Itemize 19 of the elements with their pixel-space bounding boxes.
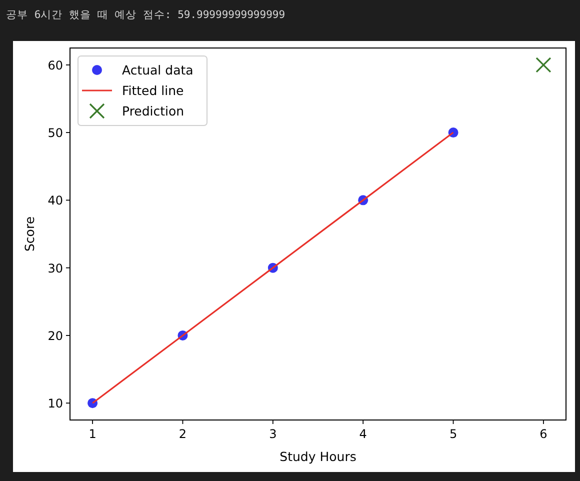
y-tick-label: 60 [48,58,63,72]
x-tick-label: 3 [269,427,277,441]
legend-label: Prediction [122,104,184,118]
y-tick-label: 50 [48,126,63,140]
y-tick-label: 30 [48,261,63,276]
point [536,57,552,73]
y-axis-title: Score [22,216,37,252]
x-tick-label: 2 [178,427,187,441]
y-tick-label: 40 [48,194,63,208]
x-tick-label: 1 [88,427,96,441]
y-tick-label: 20 [48,328,63,343]
text: 공부 6시간 했을 때 예상 점수: 59.99999999999999 [6,9,286,21]
x-tick-label: 4 [359,427,367,441]
x-axis-title: Study Hours [280,449,356,464]
y-tick-label: 10 [48,396,63,411]
x-tick-label: 6 [540,427,548,441]
legend-label: Actual data [122,62,194,78]
legend-label: Fitted line [122,83,184,98]
x-tick-label: 5 [449,427,458,441]
